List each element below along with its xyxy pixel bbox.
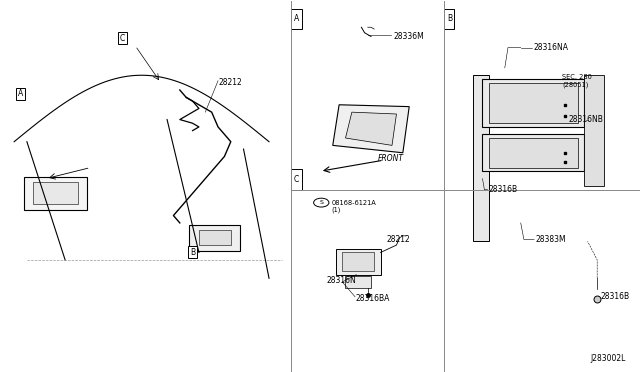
Text: 08168-6121A: 08168-6121A [332, 200, 376, 206]
Text: C: C [120, 34, 125, 43]
Bar [346, 276, 371, 288]
FancyBboxPatch shape [189, 225, 241, 251]
Bar [473, 75, 489, 241]
Text: 28383M: 28383M [536, 235, 566, 244]
Bar [483, 79, 584, 127]
Text: A: A [18, 89, 23, 98]
Bar [489, 83, 578, 123]
Text: (1): (1) [332, 207, 341, 213]
Polygon shape [346, 112, 396, 145]
Text: 28212: 28212 [218, 78, 242, 87]
Text: 28316B: 28316B [489, 185, 518, 194]
Text: 28316NB: 28316NB [569, 115, 604, 124]
Text: S: S [319, 200, 323, 205]
Text: 28316B: 28316B [600, 292, 630, 301]
Bar [291, 169, 301, 190]
Text: B: B [190, 248, 195, 257]
Text: (28051): (28051) [562, 81, 589, 88]
Text: 28336M: 28336M [394, 32, 424, 41]
Text: 28316BA: 28316BA [355, 294, 389, 303]
Text: A: A [294, 15, 299, 23]
FancyBboxPatch shape [24, 177, 88, 210]
Text: 28316NA: 28316NA [534, 43, 568, 52]
Bar [584, 75, 604, 186]
Text: B: B [447, 15, 452, 23]
Bar [336, 249, 381, 275]
Bar [444, 9, 454, 29]
Text: 28316N: 28316N [326, 276, 356, 285]
Bar [291, 9, 301, 29]
Polygon shape [333, 105, 409, 153]
Bar [489, 138, 578, 167]
Text: FRONT: FRONT [378, 154, 403, 163]
Text: J283002L: J283002L [591, 354, 626, 363]
Bar [33, 182, 78, 205]
Text: 28212: 28212 [387, 235, 411, 244]
Text: C: C [294, 175, 299, 184]
Bar [199, 230, 231, 245]
Bar [483, 134, 584, 171]
Bar [342, 253, 374, 271]
Text: SEC. 280: SEC. 280 [562, 74, 592, 80]
